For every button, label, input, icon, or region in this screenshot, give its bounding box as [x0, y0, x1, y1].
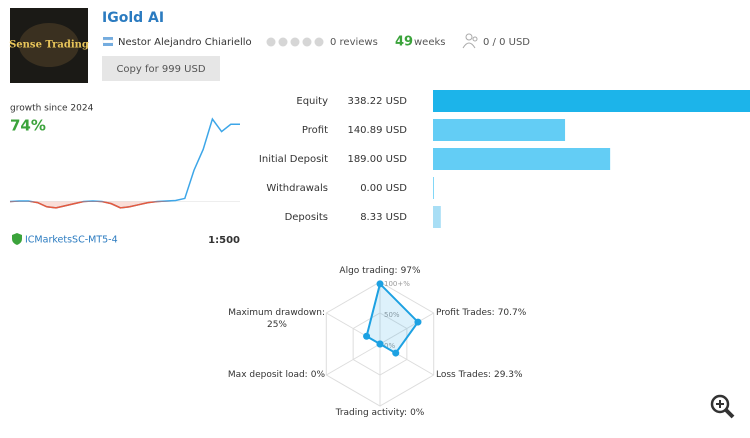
radar-category: Maximum drawdown: — [228, 308, 325, 318]
broker[interactable]: ICMarketsSC-MT5-4 — [25, 235, 118, 246]
bar-value-label: 8.33 USD — [360, 212, 407, 223]
signal-title[interactable]: IGold AI — [102, 10, 164, 26]
radar-point — [392, 349, 400, 357]
radar-category: Algo trading: — [339, 266, 397, 276]
verified-icon — [12, 233, 22, 245]
bar — [433, 119, 566, 141]
radar-tick-label: 100+% — [384, 280, 410, 288]
radar-spoke — [379, 312, 434, 345]
radar-label: Loss Trades: 29.3% — [436, 370, 523, 380]
radar-category: Trading activity: — [335, 408, 407, 418]
bar-label: Deposits — [285, 212, 328, 223]
flag — [103, 37, 113, 40]
subscribers-icon — [462, 33, 478, 49]
radar-tick-label: 50% — [384, 311, 400, 319]
bar — [433, 177, 434, 199]
radar-label: Algo trading: 97% — [339, 266, 421, 276]
weeks-unit: weeks — [414, 37, 445, 48]
bar-label: Withdrawals — [266, 183, 328, 194]
radar-category: Max deposit load: — [228, 370, 308, 380]
subscribers: 0 / 0 USD — [483, 37, 530, 48]
reviews[interactable]: 0 reviews — [330, 37, 378, 48]
copy-button-label[interactable]: Copy for 999 USD — [116, 64, 205, 75]
radar-point — [363, 332, 371, 340]
growth-value: 74% — [10, 117, 46, 135]
logo-text: Sense Trading — [9, 40, 89, 51]
copy-button[interactable] — [102, 56, 220, 81]
stars — [266, 37, 324, 47]
radar-point — [414, 318, 422, 326]
bar-value-label: 0.00 USD — [360, 183, 407, 194]
growth-negative-line — [9, 201, 171, 209]
radar-value-label: 0% — [410, 408, 425, 418]
radar-point — [376, 340, 384, 348]
bar-value-label: 338.22 USD — [347, 96, 407, 107]
balance-chart: Equity 338.22 USD Profit 140.89 USD Initial … — [259, 90, 750, 228]
flag — [103, 43, 113, 46]
bar-value-label: 140.89 USD — [347, 125, 407, 136]
bar-label: Equity — [296, 96, 328, 107]
radar-chart: 0% 50% 100+% Algo trading: 97% Profit Trades:… — [228, 266, 527, 418]
bar — [433, 206, 441, 228]
radar-label: Max deposit load: 0% — [228, 370, 326, 380]
radar-value-label: 0% — [311, 370, 326, 380]
radar-value-label: 97% — [401, 266, 421, 276]
bar — [433, 90, 750, 112]
radar-spoke — [326, 343, 381, 376]
weeks-value: 49 — [395, 35, 413, 50]
bar-label: Profit — [302, 125, 328, 136]
flag — [102, 39, 114, 44]
radar-label: Profit Trades: 70.7% — [436, 308, 527, 318]
growth-negative-area — [10, 201, 240, 208]
radar-value-label: 29.3% — [494, 370, 523, 380]
radar-category: Loss Trades: — [436, 370, 491, 380]
logo-glow — [19, 23, 79, 67]
leverage: 1:500 — [208, 235, 240, 246]
growth-chart — [9, 117, 240, 209]
bar-value-label: 189.00 USD — [347, 154, 407, 165]
author[interactable]: Nestor Alejandro Chiariello — [118, 37, 252, 48]
radar-category: Profit Trades: — [436, 308, 495, 318]
growth-label: growth since 2024 — [10, 104, 94, 114]
radar-value-label: 25% — [267, 320, 287, 330]
bar-label: Initial Deposit — [259, 154, 328, 165]
radar-label: Trading activity: 0% — [335, 408, 425, 418]
bar — [433, 148, 611, 170]
radar-tick-label: 0% — [384, 342, 395, 350]
radar-area — [365, 281, 420, 355]
radar-value-label: 70.7% — [498, 308, 527, 318]
radar-point — [376, 280, 384, 288]
radar-label: Maximum drawdown: 25% — [228, 308, 325, 330]
zoom-icon[interactable] — [710, 394, 735, 419]
